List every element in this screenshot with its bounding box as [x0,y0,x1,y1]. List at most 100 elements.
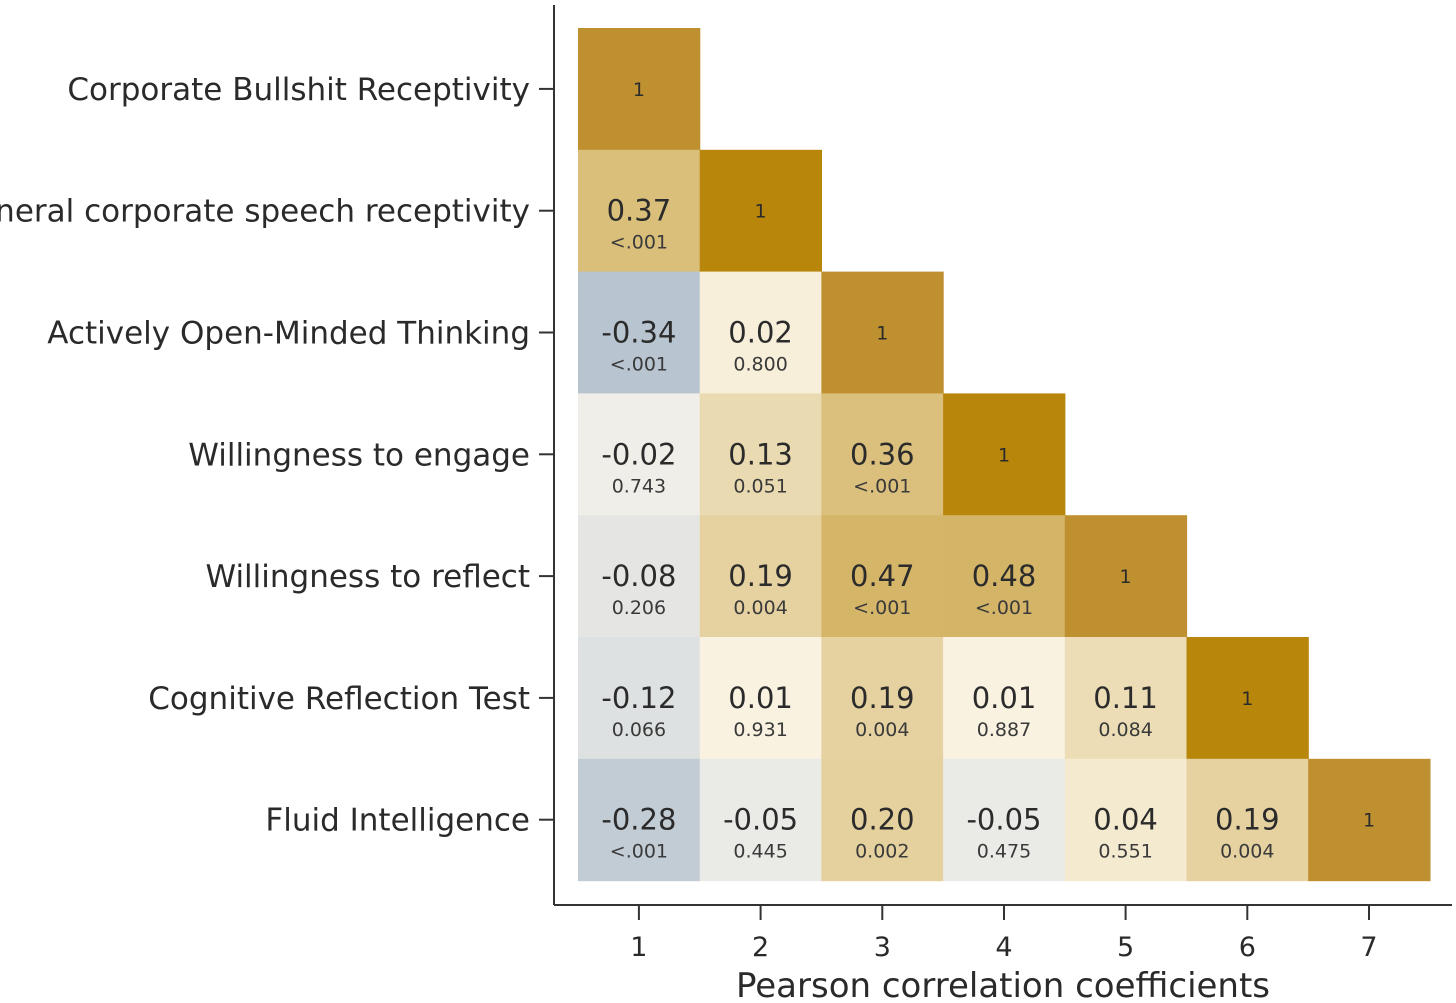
cell-r-value: 0.47 [850,559,915,593]
cell-rect [578,758,701,882]
row-label: Cognitive Reflection Test [148,681,530,717]
heatmap-cell: 0.11 0.084 [1064,637,1188,760]
cell-rect [699,149,822,273]
cell-r-value: 0.11 [1093,681,1158,715]
cell-rect [578,393,701,516]
x-tick-label: 4 [995,932,1012,963]
cell-r-value: -0.02 [601,437,676,471]
x-tick-label: 6 [1239,932,1256,963]
cell-r-value: 1 [876,323,888,345]
cell-r-value: 1 [755,201,767,223]
cell-r-value: -0.08 [601,559,676,593]
cell-r-value: 1 [1241,688,1253,710]
heatmap-cell: 1 [1186,637,1309,760]
cell-rect [578,271,701,394]
cell-p-value: <.001 [853,475,911,497]
x-tick-label: 7 [1360,932,1377,963]
cell-rect [578,149,701,273]
heatmap-cell: 1 [699,149,822,273]
cell-p-value: 0.743 [612,475,666,497]
cell-r-value: 0.20 [850,803,915,837]
cell-r-value: 0.36 [850,437,915,471]
cell-rect [821,515,944,638]
x-tick-label: 1 [630,932,647,963]
heatmap-cell: 1 [1308,758,1431,882]
cell-p-value: 0.004 [1220,841,1274,863]
cell-rect [699,758,822,882]
cell-rect [943,393,1066,516]
cell-p-value: 0.004 [733,597,787,619]
cell-p-value: <.001 [975,597,1033,619]
cell-r-value: 0.02 [728,316,793,350]
heatmap-cell: 0.19 0.004 [1186,758,1309,882]
cell-r-value: 0.01 [972,681,1037,715]
heatmap-cell: 0.13 0.051 [699,393,822,516]
row-label: Willingness to engage [188,437,530,473]
cell-p-value: <.001 [610,232,668,254]
heatmap-cell: 0.04 0.551 [1064,758,1188,882]
cell-r-value: -0.34 [601,316,676,350]
cell-r-value: -0.12 [601,681,676,715]
cell-p-value: 0.475 [977,841,1031,863]
cell-r-value: 0.13 [728,437,793,471]
cell-r-value: -0.05 [723,803,798,837]
heatmap-cell: 1 [821,271,944,394]
cell-rect [699,515,822,638]
heatmap-cell: 0.37 <.001 [578,149,701,273]
cell-r-value: 1 [998,444,1010,466]
cell-r-value: 1 [1363,810,1375,832]
cell-rect [821,393,944,516]
cell-p-value: 0.206 [612,597,666,619]
heatmap-cell: 0.48 <.001 [943,515,1066,638]
heatmap-cell: -0.05 0.445 [699,758,822,882]
cell-r-value: 0.48 [972,559,1037,593]
cell-r-value: 0.37 [607,194,672,228]
x-axis-title: Pearson correlation coefficients [736,966,1270,1003]
heatmap-cell: 0.20 0.002 [821,758,944,882]
heatmap-cell: 0.36 <.001 [821,393,944,516]
cell-r-value: -0.05 [966,803,1041,837]
cell-rect [943,758,1066,882]
cell-p-value: 0.800 [733,354,787,376]
cell-r-value: 0.04 [1093,803,1158,837]
heatmap-cell: 0.01 0.931 [699,637,822,760]
cell-rect [699,637,822,760]
row-label: Fluid Intelligence [265,803,530,839]
heatmap-cell: 0.19 0.004 [821,637,944,760]
heatmap-cell: 1 [578,28,701,151]
cell-r-value: 1 [633,79,645,101]
cell-rect [943,515,1066,638]
row-label: Willingness to reflect [205,559,530,595]
cell-r-value: -0.28 [601,803,676,837]
row-label: Corporate Bullshit Receptivity [67,72,530,108]
cell-rect [821,637,944,760]
cell-r-value: 0.19 [850,681,915,715]
cell-p-value: <.001 [610,841,668,863]
cell-rect [821,758,944,882]
cell-p-value: 0.445 [733,841,787,863]
heatmap-cells: 1 0.37 <.001 1 -0.34 <.001 0.02 0.800 1 -0.02 0.74… [578,28,1431,882]
cell-rect [578,28,701,151]
heatmap-cell: 0.19 0.004 [699,515,822,638]
cell-rect [1064,637,1188,760]
cell-rect [1186,637,1309,760]
x-tick-label: 2 [752,932,769,963]
heatmap-cell: -0.34 <.001 [578,271,701,394]
heatmap-cell: 0.02 0.800 [699,271,822,394]
cell-p-value: 0.887 [977,719,1031,741]
cell-p-value: 0.551 [1098,841,1152,863]
x-tick-label: 3 [874,932,891,963]
cell-p-value: <.001 [610,354,668,376]
column-labels: 1 2 3 4 5 6 7 [630,905,1378,963]
cell-rect [1186,758,1309,882]
cell-rect [578,515,701,638]
heatmap-cell: 1 [943,393,1066,516]
cell-p-value: 0.931 [733,719,787,741]
cell-p-value: 0.066 [612,719,666,741]
cell-r-value: 0.19 [1215,803,1280,837]
heatmap-cell: -0.28 <.001 [578,758,701,882]
cell-p-value: 0.004 [855,719,909,741]
cell-r-value: 0.19 [728,559,793,593]
cell-rect [699,393,822,516]
heatmap-cell: -0.02 0.743 [578,393,701,516]
